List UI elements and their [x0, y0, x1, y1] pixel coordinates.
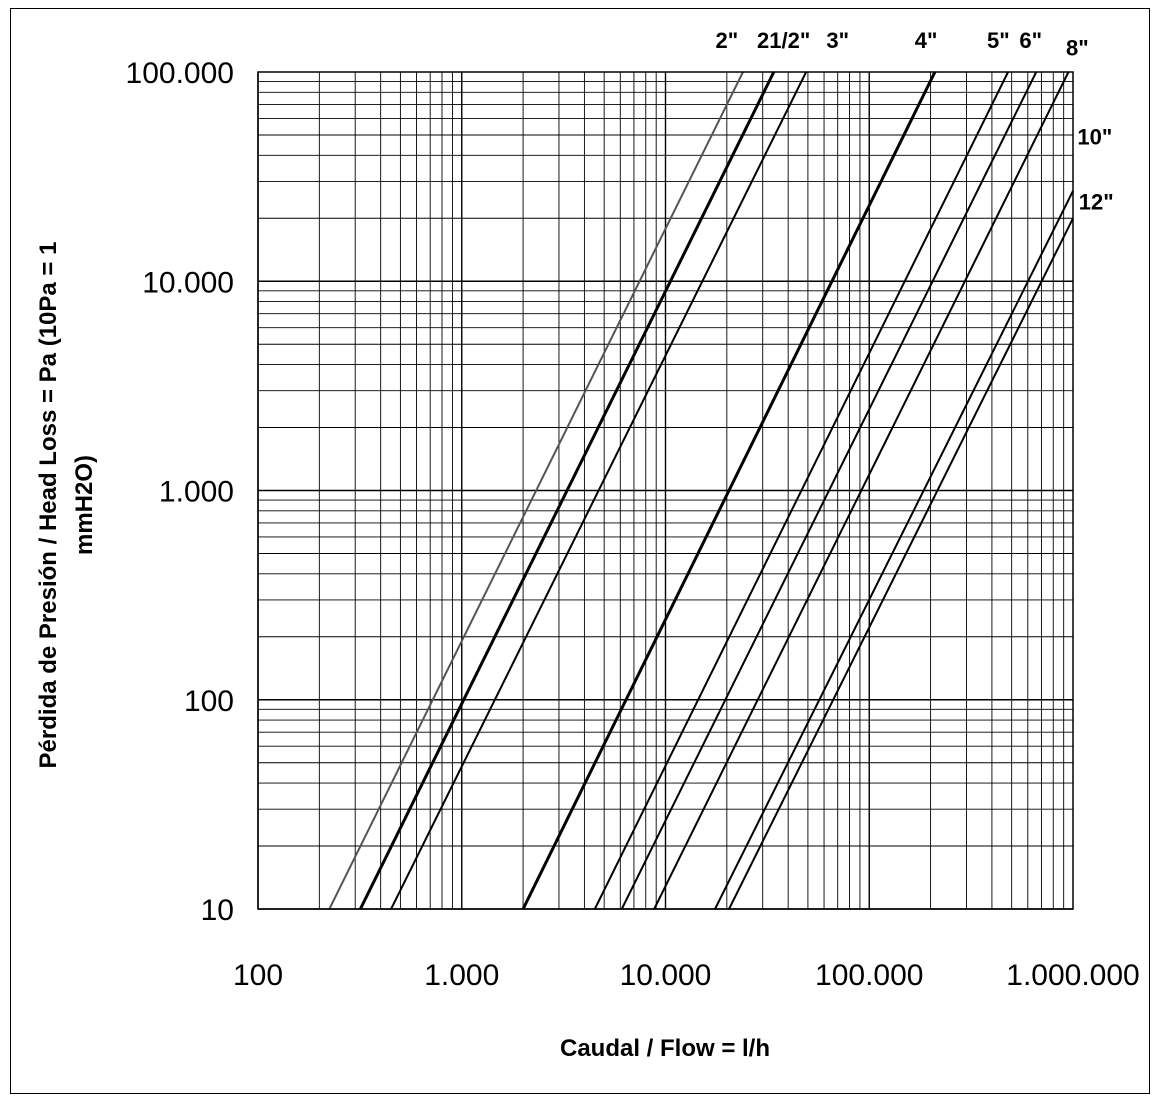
- x-tick-label: 10.000: [620, 959, 712, 992]
- series-label: 6": [1019, 28, 1042, 53]
- chart-frame: [10, 8, 1150, 1094]
- series-labels: 2" 21/2" 3" 4" 5" 6" 8" 10" 12": [715, 28, 1113, 214]
- grid: [257, 72, 1073, 910]
- x-tick-label: 100: [233, 959, 283, 992]
- series-label: 4": [915, 28, 938, 53]
- x-tick-label: 100.000: [815, 959, 923, 992]
- y-tick-label: 10.000: [142, 266, 234, 299]
- series-label: 2": [715, 28, 738, 53]
- series-line-8: [714, 190, 1074, 910]
- plot-area: [257, 71, 1074, 910]
- series-label: 21/2": [757, 28, 810, 53]
- series-label: 12": [1079, 190, 1114, 215]
- x-tick-label: 1.000: [424, 959, 499, 992]
- series-line-1: [328, 71, 744, 910]
- y-tick-label: 1.000: [159, 476, 234, 509]
- y-tick-label: 10: [201, 894, 234, 927]
- x-axis-title: Caudal / Flow = l/h: [560, 1035, 770, 1062]
- y-axis-title-line2: mmH2O): [71, 455, 98, 555]
- series-line-4: [521, 71, 937, 910]
- series-line-9: [728, 217, 1074, 910]
- x-tick-labels: 100 1.000 10.000 100.000 1.000.000: [233, 959, 1140, 992]
- series-line-5: [593, 71, 1009, 910]
- series-label: 10": [1077, 125, 1112, 150]
- series-label: 3": [826, 28, 849, 53]
- series-line-3: [390, 71, 808, 910]
- series-label: 8": [1066, 35, 1089, 60]
- series-label: 5": [987, 28, 1010, 53]
- y-tick-label: 100: [184, 685, 234, 718]
- y-tick-labels: 10 100 1.000 10.000 100.000: [126, 57, 234, 927]
- series-lines: [328, 71, 1074, 910]
- x-tick-label: 1.000.000: [1006, 959, 1139, 992]
- series-line-2: [359, 71, 776, 910]
- y-tick-label: 100.000: [126, 57, 234, 90]
- y-axis-title-line1: Pérdida de Presión / Head Loss = Pa (10P…: [35, 242, 62, 769]
- series-line-6: [620, 71, 1038, 910]
- series-line-7: [653, 71, 1070, 910]
